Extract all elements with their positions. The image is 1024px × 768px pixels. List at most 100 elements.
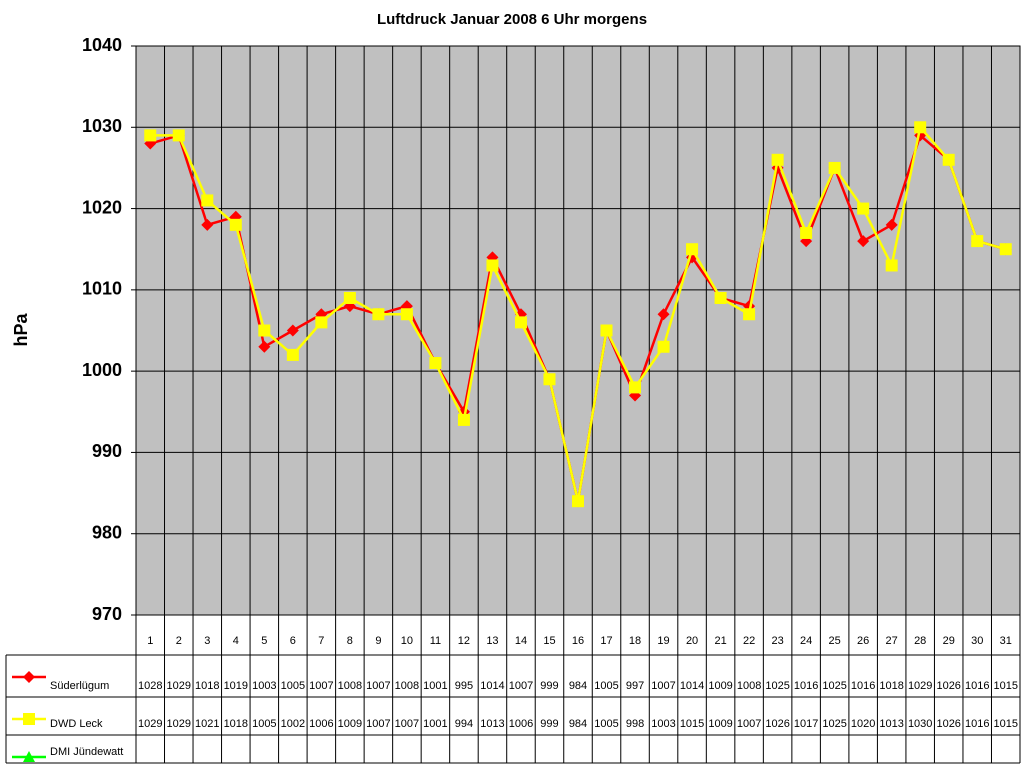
table-value: 1026 [765,718,789,730]
table-value: 1007 [737,718,761,730]
data-point [286,348,299,361]
table-value: 995 [455,680,473,692]
x-tick-label: 22 [743,635,755,647]
table-value: 1018 [224,718,248,730]
data-point [201,218,214,231]
table-value: 1007 [366,718,390,730]
table-value: 1015 [993,680,1017,692]
data-point [657,308,670,321]
data-point [572,495,584,508]
table-value: 1021 [195,718,219,730]
x-tick-label: 11 [430,635,441,647]
data-point [942,153,955,166]
x-tick-label: 27 [886,635,898,647]
table-value: 1015 [680,718,704,730]
y-tick-label: 1000 [82,360,122,380]
x-tick-label: 28 [914,635,926,647]
data-point [657,340,670,353]
data-point [144,129,157,142]
table-value: 1030 [908,718,932,730]
x-tick-label: 7 [318,635,324,647]
table-value: 998 [626,718,644,730]
table-value: 1001 [423,680,447,692]
table-value: 994 [455,718,473,730]
x-tick-label: 13 [486,635,498,647]
y-tick-label: 990 [92,441,122,461]
table-value: 1009 [708,718,732,730]
table-value: 1009 [708,680,732,692]
x-tick-label: 4 [233,635,239,647]
x-tick-label: 9 [375,635,381,647]
data-point [457,413,470,426]
data-point [315,316,328,329]
table-value: 1016 [965,680,989,692]
table-value: 1016 [851,680,875,692]
legend-label: DWD Leck [50,718,103,730]
table-value: 1002 [281,718,305,730]
table-value: 1029 [908,680,932,692]
table-value: 1029 [167,718,191,730]
x-tick-label: 12 [458,635,470,647]
table-value: 1018 [879,680,903,692]
table-value: 1007 [395,718,419,730]
data-point [857,235,870,248]
x-tick-label: 1 [147,635,153,647]
data-point [857,202,870,215]
data-point [486,259,499,272]
data-point [229,218,242,231]
table-value: 1026 [936,680,960,692]
x-tick-label: 18 [629,635,641,647]
table-value: 1008 [338,680,362,692]
legend-marker [23,713,35,725]
table-value: 1018 [195,680,219,692]
data-point [201,194,214,207]
data-point [429,357,442,370]
y-tick-label: 970 [92,604,122,624]
y-tick-label: 1040 [82,35,122,55]
table-value: 999 [540,718,558,730]
legend-label: Süderlügum [50,680,109,692]
y-axis-label: hPa [11,313,31,347]
x-tick-label: 2 [176,635,182,647]
data-point [629,381,642,394]
data-point [971,235,984,248]
legend-marker [23,671,35,683]
table-value: 1014 [680,680,704,692]
data-point [286,324,299,337]
table-value: 1025 [822,718,846,730]
table-value: 1003 [252,680,276,692]
y-tick-label: 1010 [82,279,122,299]
x-tick-label: 21 [714,635,726,647]
x-tick-label: 10 [401,635,413,647]
data-point [343,291,356,304]
table-value: 984 [569,680,587,692]
table-value: 1016 [794,680,818,692]
table-value: 984 [569,718,587,730]
data-point [372,308,385,321]
data-point [999,243,1012,256]
table-value: 1025 [822,680,846,692]
x-tick-label: 6 [290,635,296,647]
table-value: 1019 [224,680,248,692]
x-tick-label: 25 [829,635,841,647]
x-tick-label: 23 [771,635,783,647]
x-tick-label: 16 [572,635,584,647]
table-value: 1006 [309,718,333,730]
table-value: 1005 [252,718,276,730]
table-value: 1008 [737,680,761,692]
x-tick-label: 19 [657,635,669,647]
y-tick-label: 980 [92,522,122,542]
x-tick-label: 20 [686,635,698,647]
table-value: 1026 [936,718,960,730]
data-point [172,129,185,142]
data-point [800,226,813,239]
data-point [914,121,927,134]
x-tick-label: 26 [857,635,869,647]
table-value: 999 [540,680,558,692]
x-tick-label: 31 [1000,635,1012,647]
table-value: 1003 [651,718,675,730]
table-value: 1005 [594,680,618,692]
table-value: 1007 [366,680,390,692]
y-tick-label: 1020 [82,197,122,217]
